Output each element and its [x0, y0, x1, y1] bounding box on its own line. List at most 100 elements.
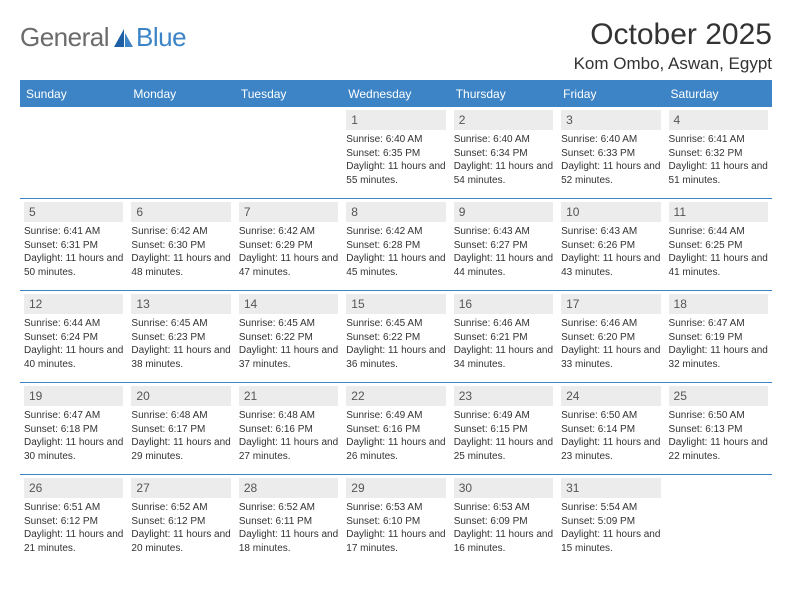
- day-number: 25: [669, 386, 768, 406]
- day-number: 5: [24, 202, 123, 222]
- calendar-cell: 18 Sunrise: 6:47 AMSunset: 6:19 PMDayligh…: [665, 291, 772, 383]
- calendar-cell: 28Sunrise: 6:52 AMSunset: 6:11 PMDayligh…: [235, 475, 342, 567]
- brand-word-1: General: [20, 22, 109, 53]
- brand-logo: General Blue: [20, 18, 186, 53]
- sunset-text: Sunset: 6:26 PM: [561, 239, 660, 253]
- day-number: 9: [454, 202, 553, 222]
- sunrise-text: Sunrise: 6:50 AM: [669, 409, 768, 423]
- sunrise-text: Sunrise: 6:47 AM: [669, 317, 768, 331]
- daylight-text: Daylight: 11 hours and 27 minutes.: [239, 436, 338, 463]
- daylight-text: Daylight: 11 hours and 32 minutes.: [669, 344, 768, 371]
- calendar-cell: 23Sunrise: 6:49 AMSunset: 6:15 PMDayligh…: [450, 383, 557, 475]
- sunset-text: Sunset: 6:10 PM: [346, 515, 445, 529]
- daylight-text: Daylight: 11 hours and 43 minutes.: [561, 252, 660, 279]
- daylight-text: Daylight: 11 hours and 40 minutes.: [24, 344, 123, 371]
- sunset-text: Sunset: 6:20 PM: [561, 331, 660, 345]
- calendar-cell: 3Sunrise: 6:40 AMSunset: 6:33 PMDaylight…: [557, 107, 664, 199]
- sunset-text: Sunset: 6:24 PM: [24, 331, 123, 345]
- calendar-cell: 19Sunrise: 6:47 AMSunset: 6:18 PMDayligh…: [20, 383, 127, 475]
- calendar-head: Sunday Monday Tuesday Wednesday Thursday…: [20, 81, 772, 107]
- calendar-cell: 4Sunrise: 6:41 AMSunset: 6:32 PMDaylight…: [665, 107, 772, 199]
- calendar-cell: 6Sunrise: 6:42 AMSunset: 6:30 PMDaylight…: [127, 199, 234, 291]
- day-number: 2: [454, 110, 553, 130]
- sunset-text: Sunset: 6:29 PM: [239, 239, 338, 253]
- sunrise-text: Sunrise: 5:54 AM: [561, 501, 660, 515]
- daylight-text: Daylight: 11 hours and 52 minutes.: [561, 160, 660, 187]
- sunset-text: Sunset: 6:18 PM: [24, 423, 123, 437]
- day-number: 18: [669, 294, 768, 314]
- sail-icon: [112, 27, 134, 49]
- sunset-text: Sunset: 6:13 PM: [669, 423, 768, 437]
- sunrise-text: Sunrise: 6:44 AM: [24, 317, 123, 331]
- calendar-cell: 1Sunrise: 6:40 AMSunset: 6:35 PMDaylight…: [342, 107, 449, 199]
- day-number: 31: [561, 478, 660, 498]
- daylight-text: Daylight: 11 hours and 17 minutes.: [346, 528, 445, 555]
- daylight-text: Daylight: 11 hours and 54 minutes.: [454, 160, 553, 187]
- sunset-text: Sunset: 6:23 PM: [131, 331, 230, 345]
- calendar-cell: 8Sunrise: 6:42 AMSunset: 6:28 PMDaylight…: [342, 199, 449, 291]
- daylight-text: Daylight: 11 hours and 55 minutes.: [346, 160, 445, 187]
- sunrise-text: Sunrise: 6:40 AM: [454, 133, 553, 147]
- sunset-text: Sunset: 6:14 PM: [561, 423, 660, 437]
- day-number: 1: [346, 110, 445, 130]
- sunset-text: Sunset: 6:30 PM: [131, 239, 230, 253]
- sunrise-text: Sunrise: 6:47 AM: [24, 409, 123, 423]
- calendar-cell: 15Sunrise: 6:45 AMSunset: 6:22 PMDayligh…: [342, 291, 449, 383]
- day-number: 17: [561, 294, 660, 314]
- sunset-text: Sunset: 6:16 PM: [239, 423, 338, 437]
- calendar-cell: 29 Sunrise: 6:53 AMSunset: 6:10 PMDayligh…: [342, 475, 449, 567]
- sunset-text: Sunset: 6:32 PM: [669, 147, 768, 161]
- sunrise-text: Sunrise: 6:45 AM: [346, 317, 445, 331]
- day-number: 4: [669, 110, 768, 130]
- daylight-text: Daylight: 11 hours and 34 minutes.: [454, 344, 553, 371]
- sunset-text: Sunset: 6:31 PM: [24, 239, 123, 253]
- daylight-text: Daylight: 11 hours and 36 minutes.: [346, 344, 445, 371]
- daylight-text: Daylight: 11 hours and 38 minutes.: [131, 344, 230, 371]
- calendar-cell: 24Sunrise: 6:50 AMSunset: 6:14 PMDayligh…: [557, 383, 664, 475]
- sunrise-text: Sunrise: 6:42 AM: [131, 225, 230, 239]
- brand-word-2: Blue: [136, 22, 186, 53]
- daylight-text: Daylight: 11 hours and 29 minutes.: [131, 436, 230, 463]
- calendar-cell: [127, 107, 234, 199]
- sunset-text: Sunset: 6:11 PM: [239, 515, 338, 529]
- sunrise-text: Sunrise: 6:52 AM: [131, 501, 230, 515]
- day-number: 6: [131, 202, 230, 222]
- calendar-row: 19Sunrise: 6:47 AMSunset: 6:18 PMDayligh…: [20, 383, 772, 475]
- sunset-text: Sunset: 6:19 PM: [669, 331, 768, 345]
- daylight-text: Daylight: 11 hours and 18 minutes.: [239, 528, 338, 555]
- daylight-text: Daylight: 11 hours and 47 minutes.: [239, 252, 338, 279]
- sunrise-text: Sunrise: 6:48 AM: [131, 409, 230, 423]
- day-number: 30: [454, 478, 553, 498]
- calendar-row: 5 Sunrise: 6:41 AMSunset: 6:31 PM Daylight…: [20, 199, 772, 291]
- title-block: October 2025 Kom Ombo, Aswan, Egypt: [574, 18, 772, 74]
- calendar-cell: 11Sunrise: 6:44 AMSunset: 6:25 PMDayligh…: [665, 199, 772, 291]
- calendar-cell: 12Sunrise: 6:44 AMSunset: 6:24 PMDayligh…: [20, 291, 127, 383]
- sunrise-text: Sunrise: 6:45 AM: [131, 317, 230, 331]
- sunset-text: Sunset: 6:15 PM: [454, 423, 553, 437]
- daylight-text: Daylight: 11 hours and 23 minutes.: [561, 436, 660, 463]
- day-number: 11: [669, 202, 768, 222]
- day-number: 20: [131, 386, 230, 406]
- day-number: 29: [346, 478, 445, 498]
- dayheader-wed: Wednesday: [342, 81, 449, 107]
- daylight-text: Daylight: 11 hours and 15 minutes.: [561, 528, 660, 555]
- calendar-row: 26Sunrise: 6:51 AMSunset: 6:12 PMDayligh…: [20, 475, 772, 567]
- sunrise-text: Sunrise: 6:43 AM: [454, 225, 553, 239]
- day-number: 27: [131, 478, 230, 498]
- sunrise-text: Sunrise: 6:53 AM: [346, 501, 445, 515]
- calendar-cell: 16Sunrise: 6:46 AMSunset: 6:21 PMDayligh…: [450, 291, 557, 383]
- calendar-cell: 22Sunrise: 6:49 AMSunset: 6:16 PMDayligh…: [342, 383, 449, 475]
- sunrise-text: Sunrise: 6:41 AM: [24, 225, 123, 239]
- daylight-text: Daylight: 11 hours and 25 minutes.: [454, 436, 553, 463]
- day-number: 13: [131, 294, 230, 314]
- calendar-cell: 2Sunrise: 6:40 AMSunset: 6:34 PMDaylight…: [450, 107, 557, 199]
- sunrise-text: Sunrise: 6:45 AM: [239, 317, 338, 331]
- sunset-text: Sunset: 6:09 PM: [454, 515, 553, 529]
- calendar-cell: 9Sunrise: 6:43 AMSunset: 6:27 PMDaylight…: [450, 199, 557, 291]
- sunset-text: Sunset: 6:16 PM: [346, 423, 445, 437]
- calendar-cell: 31Sunrise: 5:54 AMSunset: 5:09 PMDayligh…: [557, 475, 664, 567]
- calendar-cell: [665, 475, 772, 567]
- sunset-text: Sunset: 6:25 PM: [669, 239, 768, 253]
- sunrise-text: Sunrise: 6:48 AM: [239, 409, 338, 423]
- calendar-cell: 13 Sunrise: 6:45 AMSunset: 6:23 PMDayligh…: [127, 291, 234, 383]
